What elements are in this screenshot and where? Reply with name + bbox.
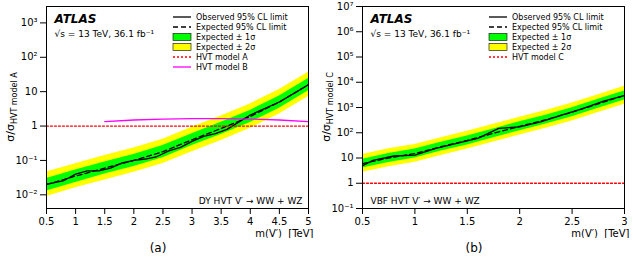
svg-text:10²: 10²: [337, 127, 354, 138]
svg-text:HVT model C: HVT model C: [512, 53, 564, 62]
html-text:(b): (b): [465, 241, 483, 255]
svg-text:1.5: 1.5: [97, 216, 113, 227]
svg-text:10²: 10²: [21, 51, 38, 62]
svg-text:4.5: 4.5: [271, 216, 287, 227]
svg-text:σ/σHVT model A: σ/σHVT model A: [4, 72, 19, 142]
svg-text:1: 1: [412, 216, 418, 227]
svg-text:10⁴: 10⁴: [337, 76, 354, 87]
svg-text:4: 4: [247, 216, 253, 227]
svg-text:0.5: 0.5: [355, 216, 371, 227]
svg-text:ATLAS: ATLAS: [370, 12, 413, 26]
svg-text:10⁶: 10⁶: [337, 26, 354, 37]
svg-text:√s = 13 TeV, 36.1 fb⁻¹: √s = 13 TeV, 36.1 fb⁻¹: [371, 29, 471, 39]
svg-text:10⁷: 10⁷: [337, 1, 354, 12]
svg-text:10³: 10³: [337, 102, 354, 113]
svg-text:2.5: 2.5: [155, 216, 171, 227]
svg-text:1: 1: [72, 216, 78, 227]
svg-text:10⁻¹: 10⁻¹: [15, 155, 37, 166]
svg-text:3: 3: [189, 216, 195, 227]
svg-text:Expected ± 1σ: Expected ± 1σ: [196, 33, 255, 42]
svg-text:√s = 13 TeV, 36.1 fb⁻¹: √s = 13 TeV, 36.1 fb⁻¹: [55, 29, 155, 39]
svg-text:Expected 95% CL limit: Expected 95% CL limit: [512, 23, 602, 32]
svg-text:1.5: 1.5: [459, 216, 475, 227]
svg-text:5: 5: [305, 216, 311, 227]
svg-text:2: 2: [131, 216, 137, 227]
svg-text:2: 2: [517, 216, 523, 227]
svg-text:m(V′) [TeV]: m(V′) [TeV]: [255, 228, 313, 239]
svg-text:10⁻¹: 10⁻¹: [331, 203, 353, 214]
svg-text:DY HVT V′ → WW + WZ: DY HVT V′ → WW + WZ: [199, 196, 303, 206]
svg-text:10: 10: [341, 152, 354, 163]
svg-text:σ/σHVT model C: σ/σHVT model C: [320, 72, 335, 142]
svg-text:3.5: 3.5: [213, 216, 229, 227]
html-text:(a): (a): [149, 241, 167, 255]
svg-text:Observed 95% CL limit: Observed 95% CL limit: [196, 13, 288, 22]
svg-text:10³: 10³: [21, 17, 38, 28]
svg-text:1: 1: [31, 120, 37, 131]
svg-text:10: 10: [25, 86, 38, 97]
svg-text:Expected ± 1σ: Expected ± 1σ: [512, 33, 571, 42]
svg-text:10⁵: 10⁵: [337, 51, 354, 62]
svg-text:3: 3: [621, 216, 627, 227]
svg-text:HVT model B: HVT model B: [196, 63, 248, 72]
svg-text:HVT model A: HVT model A: [196, 53, 248, 62]
svg-text:Expected ± 2σ: Expected ± 2σ: [512, 43, 571, 52]
svg-text:Observed 95% CL limit: Observed 95% CL limit: [512, 13, 604, 22]
svg-text:2.5: 2.5: [564, 216, 580, 227]
svg-text:10⁻²: 10⁻²: [15, 189, 37, 200]
svg-text:Expected 95% CL limit: Expected 95% CL limit: [196, 23, 286, 32]
svg-text:ATLAS: ATLAS: [54, 12, 97, 26]
svg-text:1: 1: [347, 177, 353, 188]
svg-text:VBF HVT V′ → WW + WZ: VBF HVT V′ → WW + WZ: [371, 196, 480, 206]
svg-text:0.5: 0.5: [39, 216, 55, 227]
svg-text:Expected ± 2σ: Expected ± 2σ: [196, 43, 255, 52]
svg-text:m(V′) [TeV]: m(V′) [TeV]: [571, 228, 629, 239]
